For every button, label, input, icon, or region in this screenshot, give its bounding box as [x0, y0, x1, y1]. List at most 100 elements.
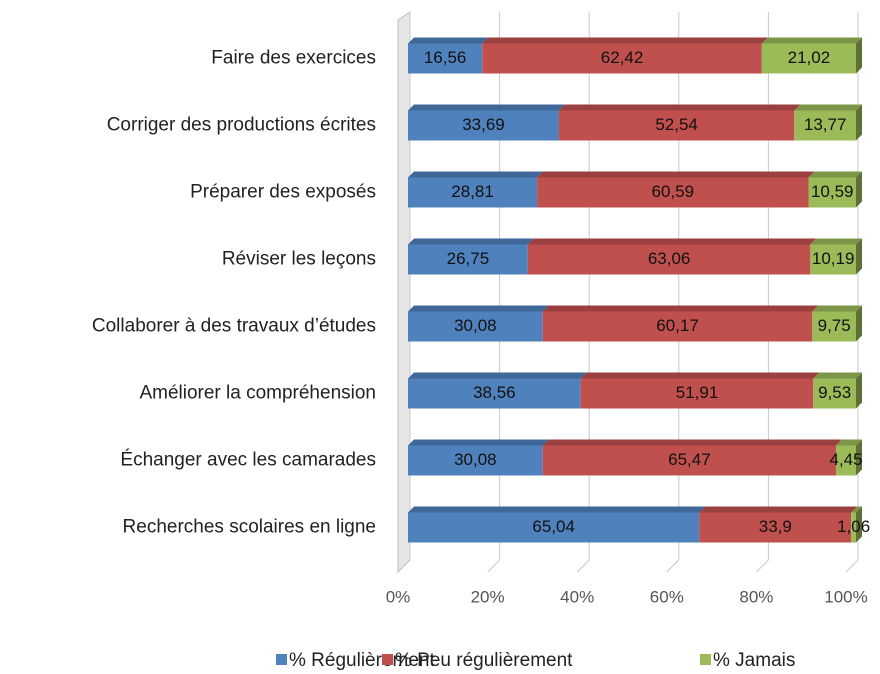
bar-top [810, 238, 862, 245]
data-label: 9,75 [818, 316, 851, 335]
data-label: 26,75 [447, 249, 490, 268]
data-label: 60,17 [656, 316, 699, 335]
x-tick-label: 100% [824, 587, 867, 606]
bar [408, 43, 483, 74]
bar-top [542, 305, 819, 312]
bar [810, 244, 856, 275]
bar-top [808, 171, 862, 178]
bar [836, 445, 856, 476]
data-label: 30,08 [454, 450, 497, 469]
bar [408, 445, 543, 476]
data-label: 63,06 [648, 249, 691, 268]
legend-swatch [700, 654, 711, 665]
legend-label: % Peu régulièrement [395, 650, 573, 671]
data-label: 4,45 [829, 450, 862, 469]
bar [851, 512, 856, 543]
bar-top [527, 238, 817, 245]
wall [397, 11, 411, 574]
grid-floor [397, 559, 411, 573]
data-label: 10,59 [811, 182, 854, 201]
bar-side [856, 37, 862, 74]
category-label: Préparer des exposés [190, 182, 376, 203]
bar-top [408, 37, 489, 44]
bar-top [408, 171, 544, 178]
x-tick-label: 80% [739, 587, 773, 606]
bar-top [408, 305, 549, 312]
bar [408, 378, 581, 409]
bar-top [836, 439, 862, 446]
x-tick-label: 0% [386, 587, 411, 606]
legend-label: % Régulièrement [289, 650, 435, 671]
bar [812, 311, 856, 342]
category-label: Recherches scolaires en ligne [123, 517, 376, 538]
bar [794, 110, 856, 141]
bar [699, 512, 852, 543]
category-label: Réviser les leçons [222, 249, 376, 270]
bar-top [408, 506, 706, 513]
bar [537, 177, 809, 208]
category-label: Faire des exercices [211, 48, 376, 69]
bar-top [580, 372, 820, 379]
bar-side [856, 439, 862, 476]
bar-top [812, 305, 862, 312]
data-label: 16,56 [424, 48, 467, 67]
grid-floor [845, 559, 859, 573]
data-label: 33,69 [462, 115, 505, 134]
category-label: Échanger avec les camarades [120, 450, 376, 471]
category-label: Corriger des productions écrites [107, 115, 376, 136]
bar [408, 110, 559, 141]
data-label: 38,56 [473, 383, 516, 402]
data-label: 28,81 [451, 182, 494, 201]
grid-floor [487, 559, 500, 573]
data-label: 30,08 [454, 316, 497, 335]
bar [580, 378, 814, 409]
bar-side [856, 238, 862, 275]
bar-top [761, 37, 862, 44]
bar-top [408, 372, 587, 379]
data-label: 65,47 [668, 450, 711, 469]
bar-top [699, 506, 858, 513]
data-label: 21,02 [788, 48, 831, 67]
data-label: 10,19 [812, 249, 855, 268]
legend-label: % Jamais [713, 650, 795, 671]
data-label: 51,91 [676, 383, 719, 402]
data-label: 60,59 [652, 182, 695, 201]
data-label: 65,04 [532, 517, 575, 536]
bar-top [558, 104, 801, 111]
bar [808, 177, 856, 208]
bar-top [794, 104, 862, 111]
bar [408, 311, 543, 342]
x-tick-label: 40% [560, 587, 594, 606]
bar-side [855, 171, 862, 208]
bar-side [856, 506, 862, 543]
bar [482, 43, 762, 74]
bar [542, 445, 837, 476]
bar-side [856, 104, 862, 141]
bar [408, 244, 528, 275]
bar [408, 177, 538, 208]
bar [761, 43, 856, 74]
data-label: 52,54 [655, 115, 698, 134]
bar-top [813, 372, 862, 379]
bar-top [537, 171, 815, 178]
bar [542, 311, 813, 342]
legend-swatch [382, 654, 393, 665]
bar-top [408, 104, 565, 111]
bar [813, 378, 856, 409]
grid-floor [756, 559, 769, 573]
data-label: 9,53 [818, 383, 851, 402]
bar-top [482, 37, 768, 44]
data-label: 62,42 [601, 48, 644, 67]
legend-swatch [276, 654, 287, 665]
x-tick-label: 20% [471, 587, 505, 606]
bar [408, 512, 700, 543]
data-label: 13,77 [804, 115, 847, 134]
category-label: Améliorer la compréhension [139, 383, 376, 404]
bar-top [542, 439, 843, 446]
bar-top [408, 439, 549, 446]
grid-floor [666, 559, 680, 573]
bar-top [851, 506, 862, 513]
data-label: 33,9 [759, 517, 792, 536]
grid-floor [576, 559, 590, 573]
